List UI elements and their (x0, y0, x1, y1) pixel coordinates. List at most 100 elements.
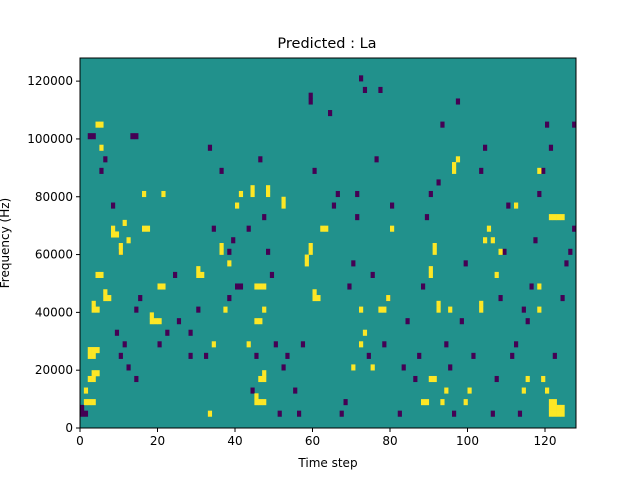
heatmap-cell-high (258, 318, 263, 325)
heatmap-cell-low (122, 341, 127, 348)
heatmap-cell-low (525, 318, 530, 325)
heatmap-cell-high (452, 162, 457, 169)
heatmap-cell-low (428, 190, 433, 198)
heatmap-cell-high (467, 387, 472, 394)
y-tick-label: 60000 (35, 248, 73, 262)
heatmap-cell-high (556, 410, 561, 417)
heatmap-cell-low (227, 295, 232, 302)
heatmap-cell-low (471, 352, 476, 359)
heatmap-cell-high (103, 289, 108, 296)
heatmap-cell-low (370, 271, 375, 278)
heatmap-cell-low (521, 306, 526, 313)
heatmap-cell-low (231, 237, 236, 244)
heatmap-cell-low (405, 318, 410, 325)
heatmap-cell-high (552, 410, 557, 417)
heatmap-cell-high (107, 295, 112, 302)
heatmap-cell-high (99, 271, 104, 278)
heatmap-cell-low (188, 329, 193, 336)
heatmap-cell-high (308, 248, 313, 255)
heatmap-cell-high (207, 410, 213, 417)
heatmap-cell-high (556, 404, 561, 411)
heatmap-cell-high (312, 295, 317, 302)
heatmap-cell-low (366, 352, 371, 359)
heatmap-cell-high (157, 318, 162, 325)
heatmap-cell-high (196, 271, 201, 278)
heatmap-cell-high (142, 190, 147, 198)
heatmap-cell-high (87, 399, 92, 406)
x-axis: 0 20 40 60 80 100 120 (76, 428, 556, 448)
heatmap-cell-high (219, 243, 224, 250)
heatmap-cell-low (277, 410, 282, 417)
heatmap-cell-high (483, 237, 488, 244)
heatmap-cell-low (80, 410, 85, 417)
heatmap-cell-low (541, 167, 546, 174)
heatmap-cell-low (494, 375, 499, 383)
heatmap-cell-low (219, 167, 224, 174)
heatmap-cell-high (432, 375, 437, 383)
heatmap-cell-low (517, 410, 523, 417)
heatmap-cell-low (436, 179, 441, 186)
heatmap-cell-low (413, 375, 418, 383)
heatmap-cell-low (114, 329, 120, 336)
heatmap-cell-low (506, 202, 511, 209)
heatmap-cell-high (432, 248, 437, 255)
heatmap-cell-high (95, 370, 100, 377)
heatmap-cell-high (246, 341, 251, 348)
heatmap-cell-low (238, 283, 244, 290)
heatmap-cell-high (548, 399, 554, 406)
heatmap-cell-high (149, 312, 154, 319)
heatmap-cell-high (83, 399, 89, 406)
heatmap-cell-high (258, 375, 263, 383)
heatmap-cell-high (556, 214, 561, 221)
heatmap-cell-high (448, 306, 453, 313)
x-tick-label: 20 (150, 434, 165, 448)
heatmap-cell-low (572, 225, 577, 232)
heatmap-cell-high (494, 271, 499, 278)
heatmap-cell-high (91, 306, 96, 313)
heatmap-cell-low (335, 190, 340, 198)
heatmap-cell-high (254, 283, 259, 290)
heatmap-cell-low (103, 156, 108, 163)
heatmap-cell-high (362, 329, 368, 336)
heatmap-cell-high (424, 399, 430, 406)
heatmap-cell-high (359, 341, 364, 348)
heatmap-cell-low (382, 341, 387, 348)
heatmap-cell-low (502, 248, 507, 255)
heatmap-cell-high (262, 283, 267, 290)
heatmap-cell-low (173, 271, 178, 278)
heatmap-cell-high (304, 254, 309, 261)
heatmap-cell-high (498, 248, 503, 255)
heatmap-cell-low (312, 167, 317, 174)
heatmap-cell-low (176, 318, 182, 325)
heatmap-cell-low (444, 341, 449, 348)
heatmap-cell-low (138, 295, 143, 302)
heatmap-cell-high (223, 306, 228, 313)
heatmap-cell-high (91, 352, 96, 359)
heatmap-cell-low (250, 387, 255, 394)
heatmap-cell-high (266, 190, 271, 198)
y-axis-label: Frequency (Hz) (0, 198, 12, 289)
x-axis-label: Time step (297, 456, 357, 470)
heatmap-cell-high (486, 225, 492, 232)
heatmap-cell-low (211, 225, 216, 232)
heatmap-cell-high (308, 243, 313, 250)
heatmap-cell-high (316, 295, 321, 302)
heatmap-cell-high (382, 306, 387, 313)
heatmap-cell-high (262, 370, 267, 377)
heatmap-cell-high (258, 283, 263, 290)
heatmap-cell-high (281, 202, 286, 209)
heatmap-cell-high (196, 266, 201, 273)
heatmap-cell-high (560, 214, 565, 221)
heatmap-cell-low (281, 364, 286, 371)
heatmap-cell-high (95, 271, 100, 278)
heatmap-cell-low (269, 271, 275, 278)
heatmap-cell-low (165, 329, 170, 336)
heatmap-cell-low (378, 86, 383, 93)
plot-area (80, 58, 577, 428)
heatmap-cell-high (552, 404, 557, 411)
heatmap-cell-high (386, 295, 391, 302)
heatmap-cell-high (479, 300, 484, 307)
heatmap-cell-low (328, 110, 333, 117)
heatmap-cell-low (459, 318, 464, 325)
heatmap-cell-high (432, 243, 437, 250)
